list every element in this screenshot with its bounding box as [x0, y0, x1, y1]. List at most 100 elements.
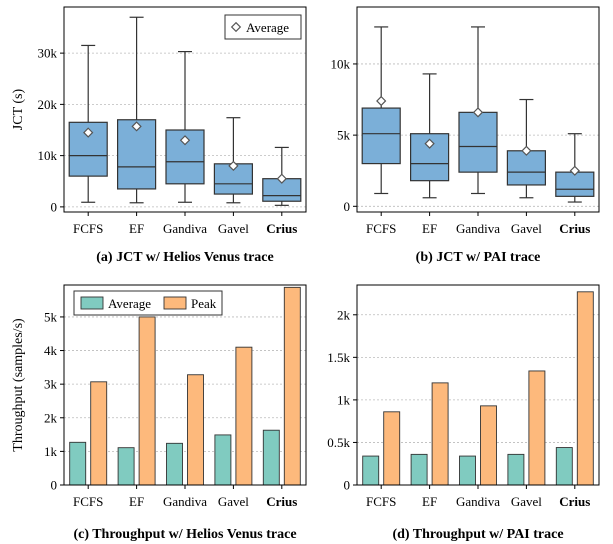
mean-marker — [179, 135, 191, 146]
y-tick-label: 1k — [337, 392, 351, 407]
box-2 — [458, 26, 498, 195]
bar-average-3 — [507, 453, 525, 486]
box-3 — [213, 117, 253, 204]
x-tick-label: Gavel — [511, 494, 542, 509]
y-tick-label: 30k — [38, 46, 58, 61]
y-tick-label: 5k — [337, 128, 351, 143]
y-tick-label: 3k — [44, 377, 58, 392]
box-iqr — [361, 107, 401, 165]
x-tick-label: EF — [129, 221, 144, 236]
y-axis-label: JCT (s) — [11, 88, 26, 130]
box-iqr — [458, 111, 498, 173]
box-0 — [68, 44, 108, 203]
panel-b: 0 5k 10k FCFS EF Gandiva Gavel Crius (b) JCT w/ … — [331, 6, 600, 265]
bar-peak-3 — [528, 370, 546, 486]
x-tick-label: Crius — [559, 494, 590, 509]
box-2 — [165, 50, 205, 203]
x-tick-label: EF — [422, 494, 437, 509]
bar-peak-4 — [576, 291, 594, 486]
panel-caption: (a) JCT w/ Helios Venus trace — [96, 250, 273, 265]
legend-mean-marker — [230, 21, 242, 33]
x-tick-label: Gavel — [218, 494, 249, 509]
y-tick-label: 10k — [38, 148, 58, 163]
box-4 — [262, 146, 302, 206]
y-axis-label: Throughput (samples/s) — [11, 318, 26, 452]
x-tick-label: EF — [422, 221, 437, 236]
legend: Average — [224, 14, 302, 40]
y-tick-label: 10k — [331, 56, 351, 71]
panel-c: 0 1k 2k 3k 4k 5k FCFS EF Gandiva Gavel Crius Averag… — [11, 284, 307, 542]
box-iqr — [555, 171, 595, 197]
bar-average-4 — [555, 447, 573, 486]
bar-average-0 — [69, 441, 87, 486]
bar-peak-1 — [431, 382, 449, 486]
y-tick-label: 2k — [337, 307, 351, 322]
legend-label: Average — [108, 296, 151, 311]
x-tick-label: FCFS — [366, 221, 396, 236]
mean-marker — [472, 107, 484, 118]
box-4 — [555, 133, 595, 203]
bar-peak-0 — [90, 381, 108, 486]
bar-peak-0 — [383, 411, 401, 486]
legend-label: Average — [246, 20, 289, 35]
x-tick-label: FCFS — [73, 494, 103, 509]
y-tick-label: 0 — [344, 478, 351, 493]
box-3 — [506, 98, 546, 199]
axes-frame — [63, 284, 307, 486]
y-tick-label: 20k — [38, 97, 58, 112]
bar-peak-3 — [235, 346, 253, 486]
x-tick-label: Gandiva — [163, 221, 207, 236]
bar-peak-4 — [283, 286, 301, 486]
mean-marker — [424, 138, 435, 149]
mean-marker — [83, 127, 94, 138]
mean-marker — [276, 173, 287, 184]
y-tick-label: 0 — [344, 199, 351, 214]
x-tick-label: EF — [129, 494, 144, 509]
bar-average-0 — [362, 455, 380, 486]
mean-marker — [131, 121, 142, 132]
panel-caption: (d) Throughput w/ PAI trace — [392, 527, 563, 542]
bar-average-1 — [410, 453, 428, 486]
x-tick-label: Crius — [559, 221, 590, 236]
mean-marker — [521, 145, 532, 156]
x-tick-label: FCFS — [366, 494, 396, 509]
y-tick-label: 0 — [51, 478, 58, 493]
panel-d: 0 0.5k 1k 1.5k 2k FCFS EF Gandiva Gavel Crius (d) … — [327, 284, 600, 542]
box-1 — [410, 73, 450, 199]
axes-frame — [63, 6, 307, 213]
x-tick-label: Gandiva — [163, 494, 207, 509]
panel-caption: (c) Throughput w/ Helios Venus trace — [73, 527, 296, 542]
x-tick-label: Gavel — [511, 221, 542, 236]
y-tick-label: 2k — [44, 410, 58, 425]
box-iqr — [506, 150, 546, 186]
bar-peak-2 — [480, 405, 497, 486]
mean-marker — [228, 160, 239, 172]
bar-average-4 — [262, 429, 280, 486]
panel-caption: (b) JCT w/ PAI trace — [416, 250, 541, 265]
legend-swatch-average — [80, 296, 104, 310]
y-tick-label: 4k — [44, 343, 58, 358]
y-tick-label: 5k — [44, 309, 58, 324]
bar-average-2 — [166, 442, 183, 486]
x-tick-label: Gavel — [218, 221, 249, 236]
mean-marker — [569, 165, 580, 176]
legend-label: Peak — [191, 296, 217, 311]
y-tick-label: 0 — [51, 199, 58, 214]
x-tick-label: Gandiva — [456, 221, 500, 236]
x-tick-label: FCFS — [73, 221, 103, 236]
y-tick-label: 1k — [44, 444, 58, 459]
legend-swatch-peak — [163, 296, 187, 310]
bar-peak-1 — [138, 316, 156, 486]
bar-average-3 — [214, 434, 232, 486]
panel-a: 0 10k 20k 30k FCFS EF Gandiva Gavel Crius Average… — [11, 6, 307, 265]
bar-peak-2 — [187, 374, 204, 486]
x-tick-label: Crius — [266, 221, 297, 236]
x-tick-label: Crius — [266, 494, 297, 509]
y-tick-label: 0.5k — [327, 435, 350, 450]
mean-marker — [376, 95, 387, 107]
y-tick-label: 1.5k — [327, 350, 350, 365]
box-1 — [116, 16, 157, 204]
axes-frame — [356, 284, 600, 486]
box-0 — [361, 26, 401, 195]
